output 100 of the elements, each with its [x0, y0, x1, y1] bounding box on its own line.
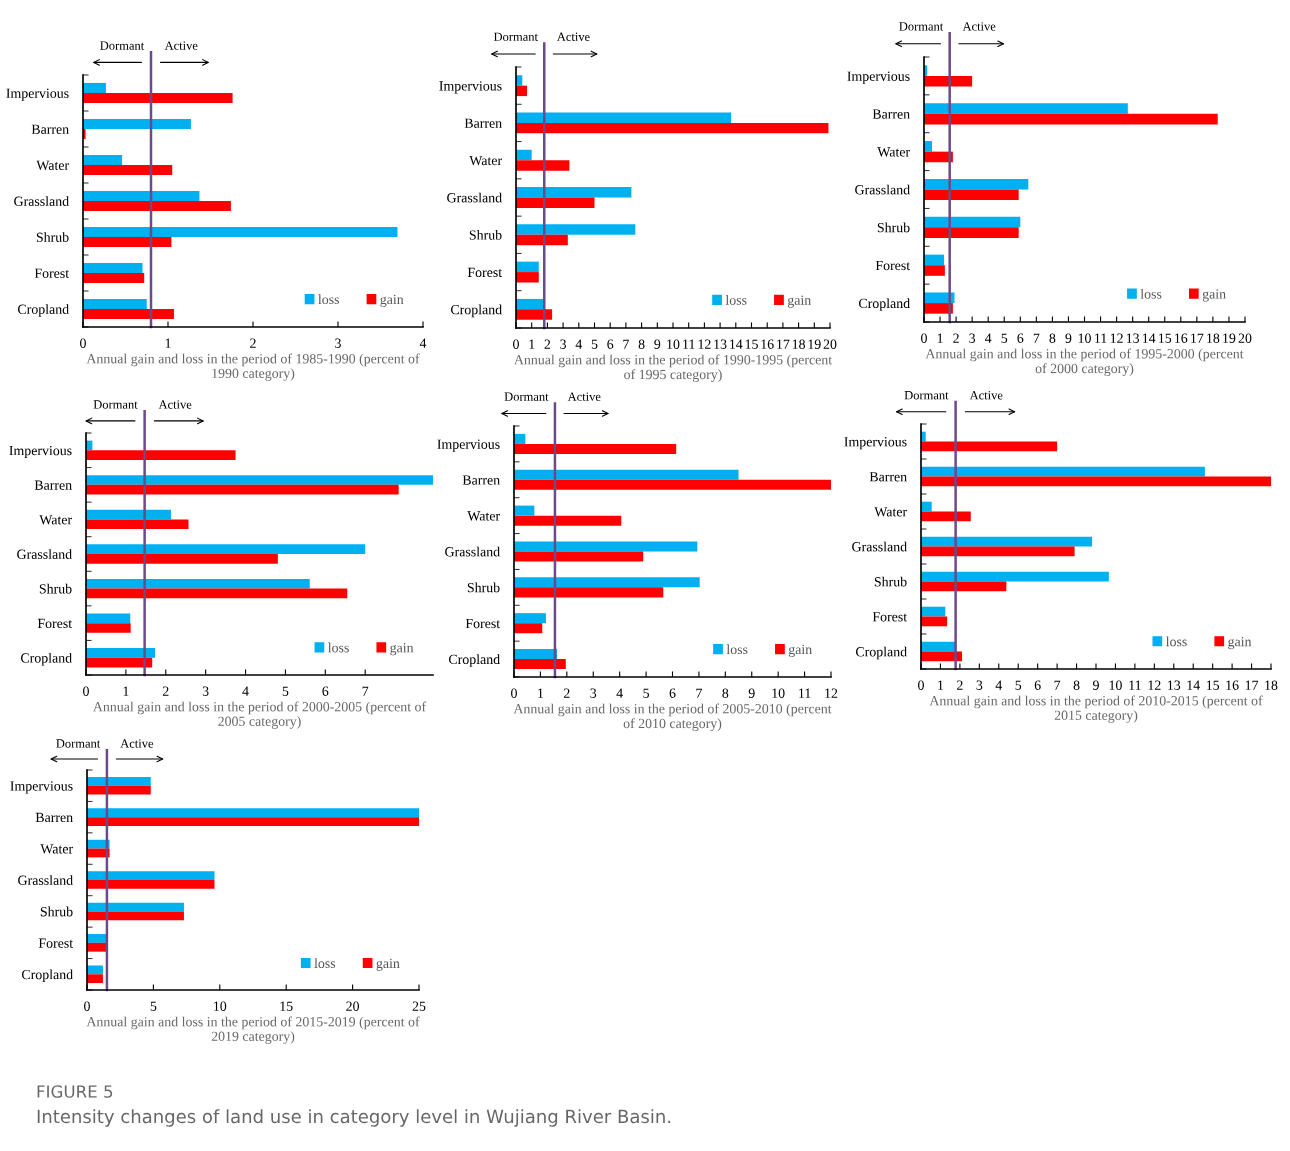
bar — [516, 149, 532, 161]
x-tick-label: 8 — [1073, 680, 1080, 690]
x-tick-label: 10 — [214, 1001, 227, 1011]
x-axis-title: Annual gain and loss in the period of 1995-2000 (percent of 2000 category) — [925, 348, 1244, 376]
text: Active — [556, 32, 590, 41]
bar — [921, 466, 1205, 477]
bar — [516, 160, 570, 171]
y-tick-label: Water — [39, 515, 72, 525]
bar — [83, 273, 145, 284]
x-tick-label: 13 — [1126, 333, 1140, 343]
y-tick-label: Shrub — [877, 222, 910, 233]
legend-label: loss — [725, 295, 747, 305]
x-tick-label: 0 — [83, 686, 89, 696]
legend-label: loss — [328, 642, 349, 653]
y-tick-label: Cropland — [858, 298, 910, 311]
bar — [87, 911, 184, 921]
bar — [83, 82, 106, 93]
y-tick-label: Impervious — [9, 445, 72, 459]
bar — [83, 118, 191, 129]
bar — [87, 880, 215, 889]
text: Active — [120, 739, 154, 748]
x-tick-label: 1 — [529, 339, 535, 349]
bar — [514, 649, 558, 660]
x-tick-label: 11 — [1095, 333, 1107, 343]
bar — [87, 871, 215, 880]
x-tick-label: 5 — [282, 686, 289, 696]
x-tick-label: 14 — [1187, 680, 1200, 690]
bar — [83, 309, 174, 320]
x-tick-label: 1 — [938, 680, 944, 690]
text: Dormant — [904, 391, 949, 400]
y-tick-label: Cropland — [450, 304, 502, 318]
y-tick-label: Cropland — [20, 652, 72, 666]
bar — [86, 554, 278, 564]
bar — [924, 216, 1021, 228]
bar — [514, 505, 535, 516]
legend-label: loss — [314, 958, 336, 969]
x-tick-label: 25 — [412, 1001, 426, 1011]
x-tick-label: 17 — [1191, 333, 1204, 343]
bar — [924, 178, 1029, 190]
y-tick-label: Shrub — [39, 583, 72, 594]
x-tick-label: 0 — [918, 680, 924, 690]
bar — [83, 190, 200, 201]
x-tick-label: 3 — [560, 339, 567, 349]
bar — [921, 501, 932, 512]
x-tick-label: 2 — [957, 680, 963, 690]
x-tick-label: 6 — [669, 688, 676, 698]
y-tick-label: Shrub — [469, 229, 502, 240]
y-tick-label: Forest — [875, 260, 911, 271]
x-tick-label: 3 — [969, 333, 976, 343]
x-axis-title: Annual gain and loss in the period of 2010-2015 (percent of 2015 category) — [929, 695, 1263, 723]
x-tick-label: 20 — [346, 1001, 360, 1011]
x-tick-label: 0 — [513, 339, 519, 349]
x-tick-label: 6 — [607, 339, 614, 349]
bar — [86, 544, 366, 554]
bar — [86, 484, 399, 495]
bar — [83, 237, 172, 248]
bar — [516, 298, 544, 310]
x-tick-label: 15 — [1206, 680, 1220, 690]
x-tick-label: 18 — [792, 339, 806, 349]
y-tick-label: Barren — [872, 109, 910, 119]
bar — [921, 606, 946, 617]
x-tick-label: 11 — [683, 339, 695, 349]
x-tick-label: 18 — [1207, 333, 1220, 343]
bar — [83, 262, 143, 273]
y-tick-label: Barren — [35, 812, 73, 823]
y-tick-label: Water — [40, 844, 73, 854]
bar — [924, 189, 1019, 201]
x-tick-label: 8 — [1049, 333, 1056, 343]
legend-label: gain — [376, 958, 400, 971]
bar — [924, 227, 1019, 238]
x-tick-label: 2 — [953, 333, 959, 343]
x-tick-label: 3 — [976, 680, 983, 690]
y-tick-label: Grassland — [447, 192, 502, 203]
bar — [87, 934, 107, 943]
x-tick-label: 1 — [123, 686, 129, 696]
y-tick-label: Shrub — [467, 582, 500, 593]
x-tick-label: 9 — [1065, 333, 1072, 343]
x-tick-label: 3 — [335, 338, 341, 348]
bar — [86, 623, 131, 633]
x-tick-label: 5 — [150, 1001, 157, 1011]
x-tick-label: 12 — [1110, 333, 1123, 343]
y-tick-label: Water — [469, 155, 502, 166]
bar — [921, 571, 1109, 582]
y-tick-label: Barren — [31, 124, 69, 134]
y-tick-label: Forest — [872, 612, 908, 622]
bar — [514, 541, 698, 552]
bar — [87, 808, 419, 818]
bar — [516, 122, 829, 134]
y-tick-label: Forest — [465, 618, 501, 629]
x-tick-label: 20 — [1238, 333, 1252, 343]
bar — [87, 942, 107, 952]
bar — [921, 546, 1075, 557]
x-tick-label: 4 — [616, 688, 623, 698]
x-tick-label: 1 — [937, 333, 943, 343]
x-tick-label: 0 — [80, 338, 86, 348]
text: Active — [969, 391, 1003, 400]
x-tick-label: 7 — [1033, 333, 1040, 343]
legend-label: gain — [1202, 289, 1226, 302]
text: Active — [158, 400, 192, 409]
x-tick-label: 10 — [1109, 680, 1122, 690]
